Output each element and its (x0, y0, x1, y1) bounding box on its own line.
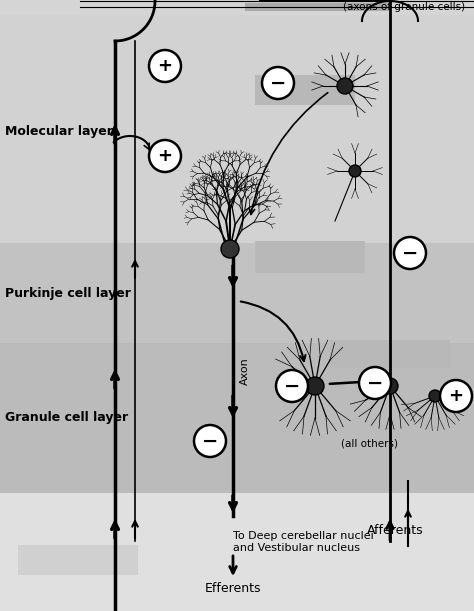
Circle shape (262, 67, 294, 99)
Bar (330, 340, 450, 368)
Bar (0, 243, 474, 343)
Text: To Deep cerebellar nuclei
and Vestibular nucleus: To Deep cerebellar nuclei and Vestibular… (233, 531, 374, 552)
Bar (0, 343, 474, 493)
Bar (0, 0, 474, 15)
Text: −: − (202, 431, 218, 450)
Circle shape (349, 165, 361, 177)
Text: Afferents: Afferents (367, 524, 423, 538)
Text: −: − (270, 73, 286, 92)
Text: Granule cell layer: Granule cell layer (5, 411, 128, 425)
Text: −: − (367, 373, 383, 392)
Text: (axons of granule cells): (axons of granule cells) (343, 2, 465, 12)
Text: +: + (157, 147, 173, 165)
Text: Purkinje cell layer: Purkinje cell layer (5, 287, 131, 299)
Circle shape (149, 140, 181, 172)
Circle shape (359, 367, 391, 399)
Bar (245, 3, 390, 11)
Circle shape (149, 50, 181, 82)
Circle shape (394, 237, 426, 269)
Text: +: + (448, 387, 464, 405)
Circle shape (337, 78, 353, 94)
Circle shape (440, 380, 472, 412)
Bar (0, 15, 474, 243)
Bar (18, 545, 138, 575)
Circle shape (276, 370, 308, 402)
Text: Axon: Axon (240, 357, 250, 385)
Text: Molecular layer: Molecular layer (5, 125, 113, 137)
Bar (255, 241, 365, 273)
Bar (255, 75, 355, 105)
Text: −: − (284, 376, 300, 395)
Circle shape (306, 377, 324, 395)
Bar (0, 493, 474, 611)
Circle shape (221, 240, 239, 258)
Text: −: − (402, 244, 418, 263)
Circle shape (382, 378, 398, 394)
Circle shape (429, 390, 441, 402)
Text: (all others): (all others) (341, 438, 399, 448)
Text: +: + (157, 57, 173, 75)
Text: Efferents: Efferents (205, 582, 261, 596)
Circle shape (194, 425, 226, 457)
